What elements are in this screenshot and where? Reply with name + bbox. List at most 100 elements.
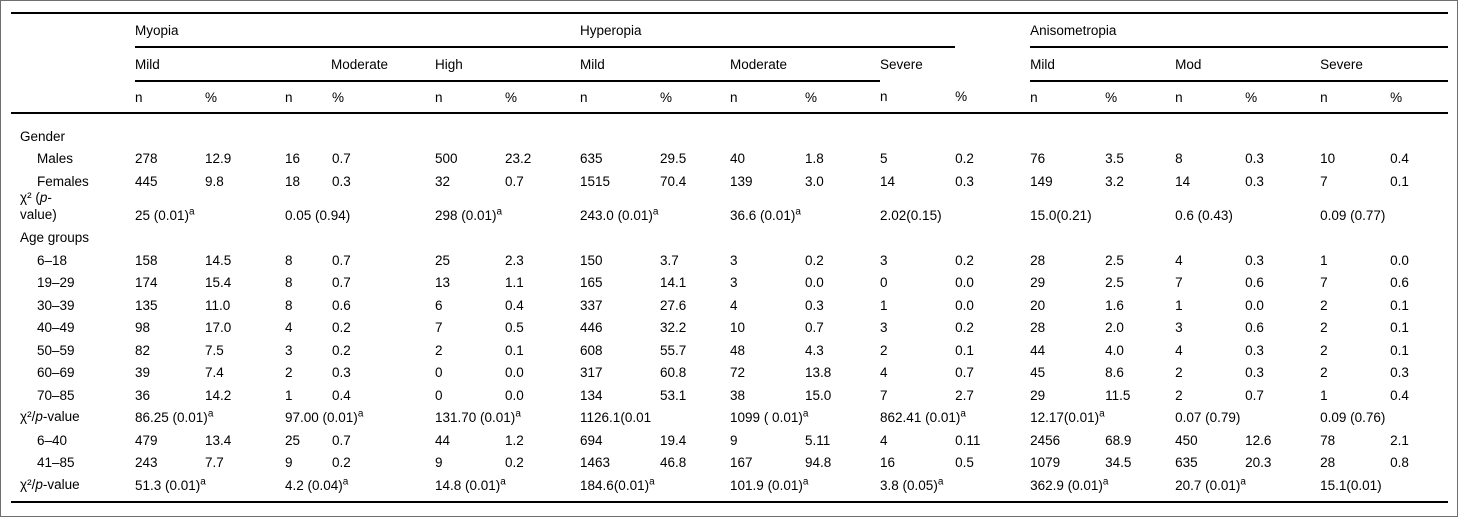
row-label: 19–29: [37, 275, 75, 290]
severity-header-myopia-moderate: Moderate: [285, 47, 435, 82]
value-percent: 0.3: [332, 173, 351, 189]
group-header-spacer: [955, 13, 1030, 47]
value-n: 1: [285, 387, 293, 403]
row-label: 6–40: [37, 432, 68, 448]
value-n: 445: [135, 173, 158, 189]
subcol-header-n: n: [135, 81, 205, 114]
value-n: 2: [1320, 297, 1328, 313]
value-n: 44: [435, 432, 451, 448]
value-percent: 0.2: [505, 455, 524, 470]
table-wrapper: Myopia Hyperopia Anisometropia Mild Moderate…: [1, 1, 1457, 503]
value-n: 48: [730, 342, 746, 358]
value-n: 1515: [580, 173, 611, 189]
severity-header-hyperopia-moderate: Moderate: [730, 47, 881, 82]
corner-cell: [11, 13, 135, 47]
value-percent: 11.5: [1105, 387, 1131, 403]
chi-square-value: 243.0 (0.01)a: [580, 206, 659, 223]
value-percent: 0.1: [1390, 342, 1409, 358]
value-n: 14: [880, 173, 896, 189]
value-n: 4: [1175, 252, 1183, 268]
value-percent: 29.5: [660, 151, 687, 166]
value-n: 167: [730, 455, 753, 470]
value-percent: 0.3: [1245, 151, 1264, 166]
value-percent: 0.0: [1245, 297, 1264, 313]
chi-square-row-label: χ² (p-value): [20, 189, 57, 222]
value-percent: 0.3: [1245, 365, 1264, 380]
value-n: 82: [135, 342, 151, 358]
value-percent: 70.4: [660, 173, 687, 189]
value-percent: 0.7: [332, 275, 351, 290]
value-n: 14: [1175, 173, 1191, 189]
subcol-header-percent: %: [1105, 81, 1176, 114]
value-percent: 11.0: [205, 297, 231, 313]
value-percent: 0.3: [1245, 342, 1264, 358]
value-percent: 14.2: [205, 387, 232, 403]
value-n: 2: [1320, 365, 1328, 380]
chi-square-value: 14.8 (0.01)a: [435, 476, 506, 493]
value-n: 500: [435, 151, 458, 166]
value-n: 8: [1175, 151, 1183, 166]
value-n: 7: [880, 387, 888, 403]
value-n: 4: [730, 297, 738, 313]
value-percent: 1.8: [805, 151, 824, 166]
group-header-anisometropia: Anisometropia: [1030, 13, 1449, 48]
value-n: 28: [1320, 455, 1336, 470]
value-n: 134: [580, 387, 603, 403]
value-percent: 12.9: [205, 151, 232, 166]
value-percent: 0.5: [955, 455, 974, 470]
severity-header-hyperopia-mild: Mild: [580, 47, 731, 82]
value-n: 28: [1030, 252, 1046, 268]
value-percent: 0.5: [505, 320, 524, 335]
value-n: 446: [580, 320, 603, 335]
value-percent: 34.5: [1105, 455, 1132, 470]
value-n: 7: [1175, 275, 1183, 290]
value-n: 25: [435, 252, 451, 268]
value-percent: 2.0: [1105, 320, 1124, 335]
value-n: 9: [285, 455, 293, 470]
table-row-data: 6–40 479 13.4 25 0.7 44 1.2 694 19.4 9 5.11 4 0.11 24…: [11, 425, 1448, 448]
value-percent: 5.11: [805, 432, 831, 448]
value-n: 1: [880, 297, 888, 313]
table-row-stat: χ² (p-value) 25 (0.01)a 0.05 (0.94) 298 (0.…: [11, 189, 1448, 223]
value-percent: 0.7: [332, 151, 351, 166]
chi-square-row-label: χ²/p-value: [20, 476, 80, 492]
table-row-data: 41–85 243 7.7 9 0.2 9 0.2 1463 46.8 167 94.8 16 0.5 1…: [11, 448, 1448, 471]
value-n: 2: [1175, 387, 1183, 403]
value-n: 6: [435, 297, 443, 313]
subcol-header-percent: %: [1390, 81, 1449, 114]
value-percent: 94.8: [805, 455, 832, 470]
table-header: Myopia Hyperopia Anisometropia Mild Moderate…: [11, 13, 1449, 114]
value-percent: 0.1: [1390, 297, 1409, 313]
group-header-row: Myopia Hyperopia Anisometropia: [11, 13, 1449, 48]
value-n: 16: [880, 455, 896, 470]
value-percent: 0.7: [332, 432, 351, 448]
value-percent: 0.0: [955, 275, 974, 290]
value-percent: 14.1: [660, 275, 687, 290]
value-n: 9: [435, 455, 443, 470]
severity-header-row: Mild Moderate High Mild Moderate Severe Mild Mo…: [11, 47, 1449, 82]
chi-square-value: 1099 ( 0.01)a: [730, 408, 809, 425]
value-n: 3: [1175, 320, 1183, 335]
value-percent: 0.2: [955, 252, 974, 268]
value-n: 20: [1030, 297, 1046, 313]
row-label: 60–69: [37, 365, 75, 380]
value-percent: 0.3: [1390, 365, 1409, 380]
subcol-header-percent: %: [660, 81, 731, 114]
value-n: 44: [1030, 342, 1046, 358]
value-n: 7: [1320, 173, 1328, 189]
value-percent: 7.7: [205, 455, 224, 470]
value-percent: 14.5: [205, 252, 232, 268]
subcol-header-n: n: [1175, 81, 1246, 114]
value-percent: 3.7: [660, 252, 679, 268]
value-n: 9: [730, 432, 738, 448]
value-n: 98: [135, 320, 151, 335]
value-n: 243: [135, 455, 158, 470]
value-n: 72: [730, 365, 746, 380]
value-n: 4: [880, 365, 888, 380]
chi-square-value: 15.0(0.21): [1030, 207, 1092, 223]
value-n: 28: [1030, 320, 1046, 335]
value-percent: 2.5: [1105, 252, 1124, 268]
subcol-header-percent: %: [1245, 81, 1321, 114]
table-body: Gender Males 278 12.9 16 0.7 500 23.2 635 29.5 40 1…: [11, 113, 1448, 502]
chi-square-value: 15.1(0.01): [1320, 477, 1382, 493]
